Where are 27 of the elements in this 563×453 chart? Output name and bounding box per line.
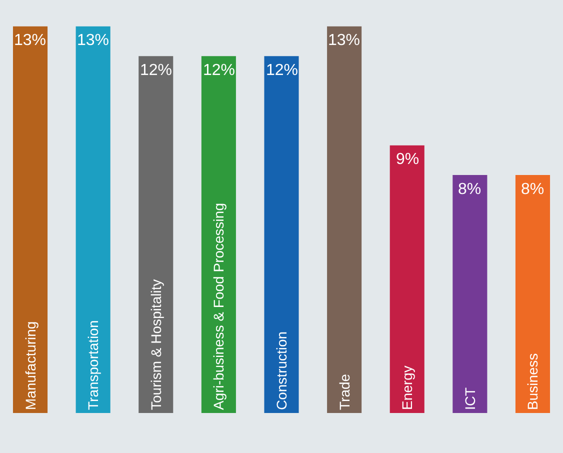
data-label: 9%	[396, 151, 420, 168]
x-tick-label: Trade	[336, 374, 352, 410]
data-label: 13%	[77, 32, 110, 49]
bar	[76, 26, 110, 413]
x-tick-label: ICT	[462, 387, 478, 410]
data-label: 13%	[328, 32, 360, 49]
data-label: 13%	[14, 32, 46, 49]
x-tick-label: Energy	[399, 366, 416, 410]
data-label: 8%	[458, 181, 482, 198]
bar	[12, 26, 48, 413]
bar	[264, 56, 299, 413]
x-tick-label: Transportation	[85, 320, 102, 410]
x-tick-label: Manufacturing	[22, 321, 38, 410]
data-label: 12%	[266, 62, 298, 79]
x-tick-label: Construction	[274, 331, 290, 410]
x-tick-label: Agri-business & Food Processing	[210, 203, 227, 410]
bar	[138, 56, 174, 413]
data-label: 8%	[521, 181, 544, 198]
bar	[390, 145, 424, 413]
x-tick-label: Business	[524, 353, 541, 410]
data-label: 12%	[203, 62, 236, 79]
x-tick-label: Tourism & Hospitality	[148, 279, 164, 410]
data-label: 12%	[140, 62, 172, 79]
bar	[452, 175, 488, 413]
bar	[515, 175, 550, 413]
bar	[327, 26, 362, 413]
bar	[201, 56, 236, 413]
